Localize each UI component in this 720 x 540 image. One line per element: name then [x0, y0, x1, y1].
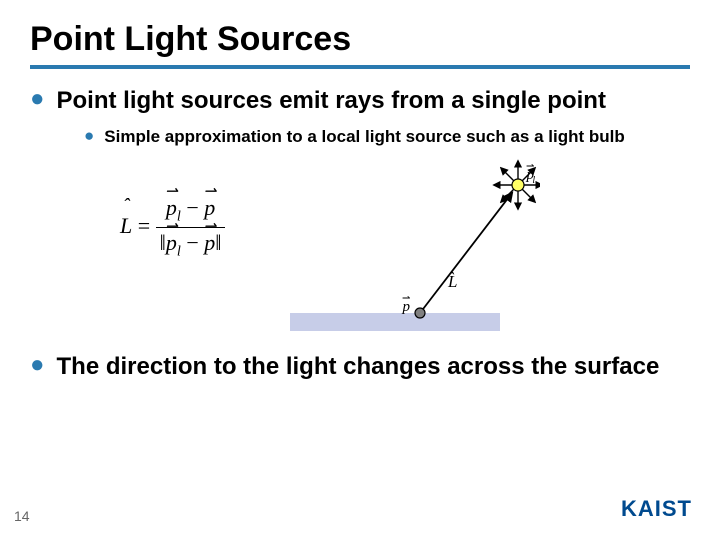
pl-label: p⇀l [526, 161, 536, 186]
bullet-dot: ● [30, 87, 45, 111]
logo-k: K [621, 496, 638, 522]
bullet-level1: ● The direction to the light changes acr… [30, 353, 690, 381]
logo-rest: AIST [638, 496, 692, 521]
page-title: Point Light Sources [30, 20, 690, 59]
bullet-text: Simple approximation to a local light so… [104, 127, 624, 147]
point-light-diagram: L̂ p⇀ p⇀l [290, 155, 540, 345]
bullet-level2: ● Simple approximation to a local light … [84, 127, 690, 147]
light-point [512, 179, 524, 191]
p-label: p⇀ [402, 293, 411, 315]
bullet-dot: ● [30, 353, 45, 377]
diagram-container: L = pl − p ‖pl − p‖ [120, 155, 540, 345]
formula: L = pl − p ‖pl − p‖ [120, 195, 225, 261]
bullet-level1: ● Point light sources emit rays from a s… [30, 87, 690, 115]
title-rule [30, 65, 690, 69]
l-label: L̂ [447, 272, 457, 291]
bullet-text: Point light sources emit rays from a sin… [57, 87, 606, 115]
formula-denominator: ‖pl − p‖ [156, 228, 226, 260]
bullet-text: The direction to the light changes acros… [57, 353, 660, 381]
surface-rect [290, 313, 500, 331]
formula-lhs: L [120, 213, 132, 239]
l-vector [420, 193, 512, 313]
surface-point [415, 308, 425, 318]
formula-equals: = [138, 213, 156, 238]
bullet-dot: ● [84, 127, 94, 144]
kaist-logo: KAIST [621, 496, 692, 522]
page-number: 14 [14, 508, 30, 524]
formula-fraction: pl − p ‖pl − p‖ [156, 195, 226, 261]
